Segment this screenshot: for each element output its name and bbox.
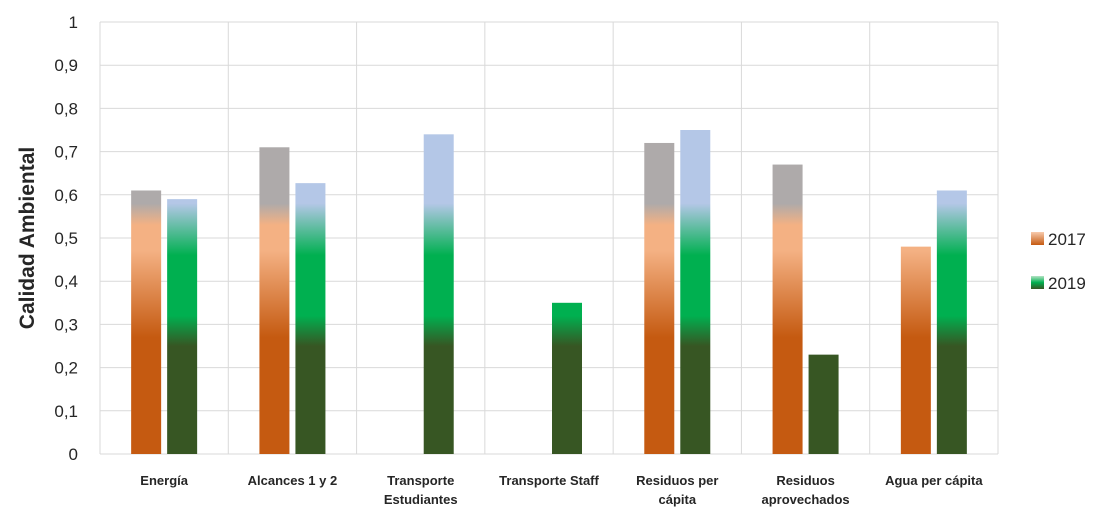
x-category-label: Transporte Staff [499, 473, 599, 488]
x-category-label: Residuos per [636, 473, 718, 488]
y-tick-label: 0,9 [54, 56, 78, 75]
legend-label: 2019 [1048, 274, 1086, 293]
legend: 2017 2019 [1031, 230, 1086, 293]
x-category-label: aprovechados [761, 492, 849, 507]
legend-label: 2017 [1048, 230, 1086, 249]
legend-swatch-2019 [1031, 276, 1044, 289]
bar-2017 [131, 190, 162, 455]
x-category-label: Residuos [776, 473, 835, 488]
bar-2017 [259, 147, 290, 454]
y-tick-label: 0,5 [54, 229, 78, 248]
bar-2019 [423, 134, 454, 454]
y-axis-ticks: 0 0,1 0,2 0,3 0,4 0,5 0,6 0,7 0,8 0,9 1 [54, 13, 78, 464]
y-tick-label: 0,2 [54, 359, 78, 378]
x-category-label: Transporte [387, 473, 454, 488]
x-category-label: Estudiantes [384, 492, 458, 507]
bar-2019 [295, 183, 326, 455]
bar-2019 [680, 130, 711, 454]
bar-2019 [552, 302, 582, 454]
gridlines [99, 21, 999, 455]
y-tick-label: 0,7 [54, 143, 78, 162]
bar-2017 [900, 246, 931, 454]
x-category-label: Energía [140, 473, 188, 488]
x-category-label: Agua per cápita [885, 473, 983, 488]
y-tick-label: 0,8 [54, 99, 78, 118]
bar-2019 [167, 199, 198, 454]
y-tick-label: 0,3 [54, 315, 78, 334]
y-tick-label: 0,6 [54, 186, 78, 205]
x-axis-categories: Energía Alcances 1 y 2 Transporte Estudiant… [140, 473, 983, 507]
bar-2017 [644, 142, 675, 454]
y-tick-label: 0 [69, 445, 78, 464]
bar-2019 [936, 190, 967, 455]
y-axis-label: Calidad Ambiental [16, 147, 39, 329]
x-category-label: cápita [658, 492, 696, 507]
y-tick-label: 0,4 [54, 272, 78, 291]
y-tick-label: 0,1 [54, 402, 78, 421]
bar-2019 [808, 354, 839, 454]
bar-2017 [772, 164, 803, 454]
legend-swatch-2017 [1031, 232, 1044, 245]
bars [131, 130, 967, 455]
x-category-label: Alcances 1 y 2 [248, 473, 338, 488]
y-tick-label: 1 [69, 13, 78, 32]
